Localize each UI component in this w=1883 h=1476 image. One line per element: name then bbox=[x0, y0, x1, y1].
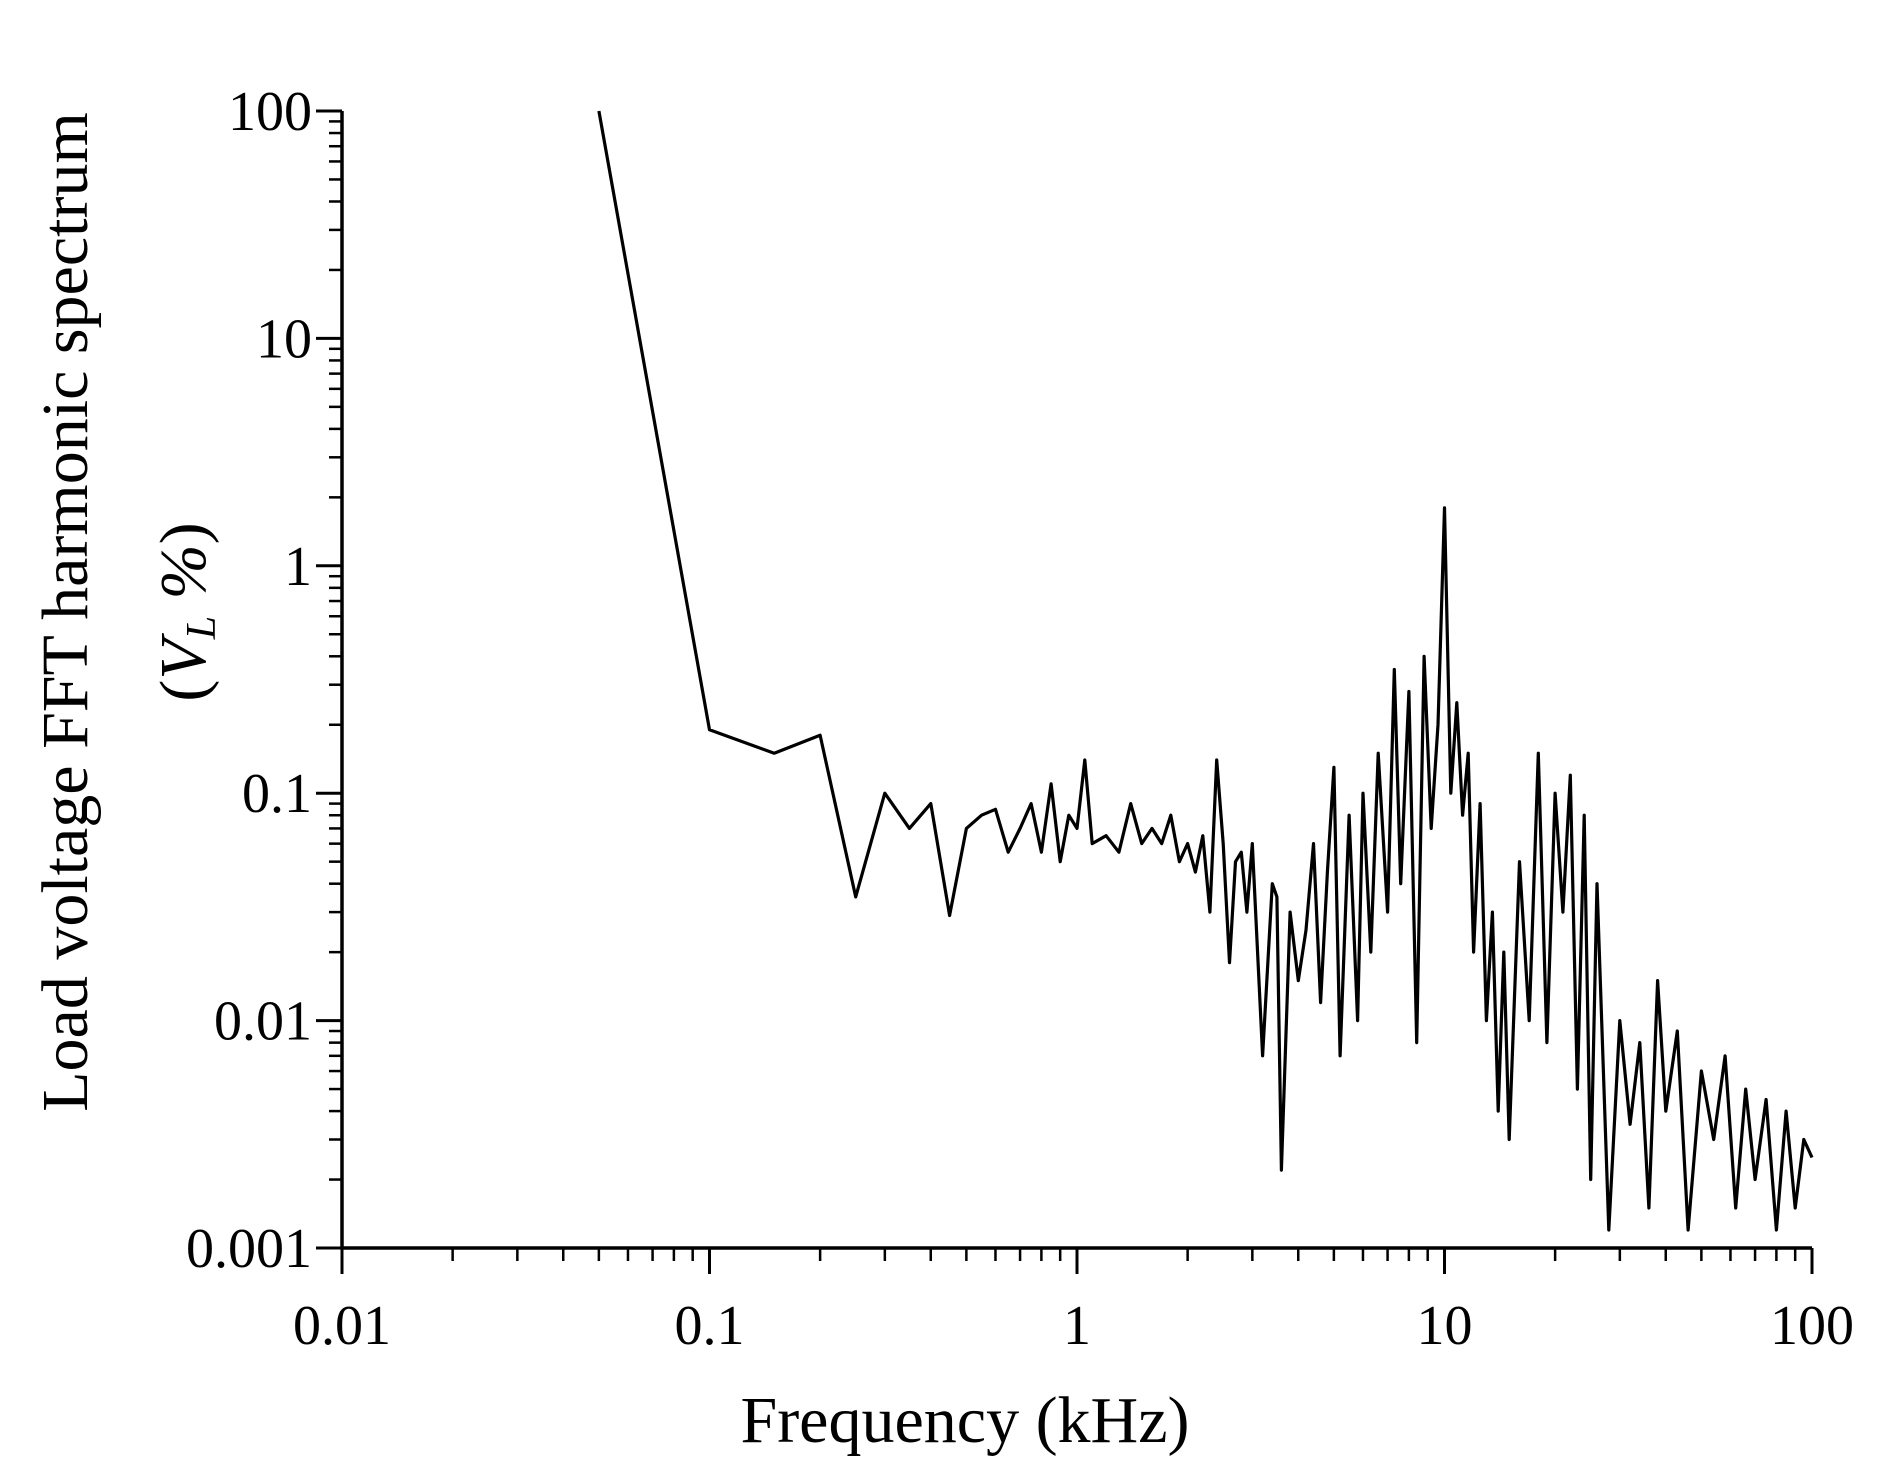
spectrum-line bbox=[597, 110, 1814, 1232]
tick-labels: 0.01 0.1 1 10 100 0.001 0.01 0.1 1 10 100 bbox=[186, 81, 1854, 1357]
y-unit-percent: % bbox=[147, 544, 220, 615]
y-axis-unit: (VL %) bbox=[147, 522, 225, 701]
x-tick-label: 0.1 bbox=[675, 1295, 745, 1357]
y-tick-label: 0.01 bbox=[214, 991, 312, 1053]
x-axis-title: Frequency (kHz) bbox=[741, 1384, 1190, 1457]
tick-marks bbox=[316, 109, 1814, 1274]
y-tick-label: 1 bbox=[284, 536, 312, 598]
x-tick-label: 0.01 bbox=[293, 1295, 391, 1357]
y-unit-variable: V bbox=[147, 633, 220, 680]
y-tick-label: 100 bbox=[228, 81, 312, 143]
y-unit-close-paren: ) bbox=[147, 522, 220, 544]
x-tick-label: 10 bbox=[1417, 1295, 1473, 1357]
y-unit-open-paren: ( bbox=[147, 680, 220, 702]
x-tick-label: 1 bbox=[1063, 1295, 1091, 1357]
y-axis-title: Load voltage FFT harmonic spectrum bbox=[29, 112, 102, 1112]
y-tick-label: 0.001 bbox=[186, 1218, 312, 1280]
y-tick-label: 10 bbox=[256, 308, 312, 370]
y-tick-label: 0.1 bbox=[242, 763, 312, 825]
x-tick-label: 100 bbox=[1770, 1295, 1854, 1357]
y-unit-subscript: L bbox=[179, 616, 225, 640]
